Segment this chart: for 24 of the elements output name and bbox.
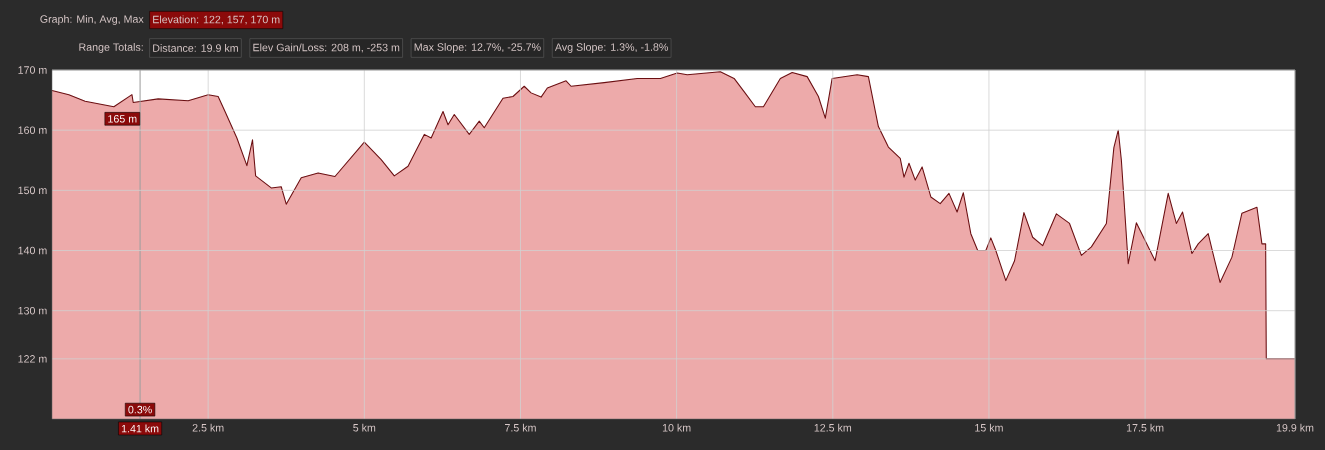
- y-tick-label: 130 m: [18, 306, 47, 315]
- text: Graph: Min, Avg, Max: [40, 15, 144, 25]
- y-tick-label: 160 m: [18, 126, 47, 134]
- annotation: 165 m: [108, 115, 137, 123]
- text: Range Totals:: [79, 43, 143, 53]
- text: Elevation: 122, 157, 170 m: [153, 15, 280, 25]
- x-tick-label: 10 km: [662, 423, 691, 432]
- x-tick-label: 17.5 km: [1126, 423, 1164, 432]
- x-tick-label: 5 km: [353, 423, 376, 432]
- x-tick-label: 19.9 km: [1276, 423, 1314, 432]
- y-tick-label: 170 m: [18, 66, 47, 74]
- text: Distance: 19.9 km: [153, 44, 238, 52]
- x-tick-label: 15 km: [975, 423, 1003, 432]
- text: Avg Slope: 1.3%, -1.8%: [554, 43, 668, 53]
- annotation: 0.3%: [128, 405, 152, 414]
- y-tick-label: 140 m: [18, 246, 47, 255]
- text: Elev Gain/Loss: 208 m, -253 m: [253, 43, 400, 53]
- x-tick-label: 12.5 km: [814, 423, 852, 432]
- text: Max Slope: 12.7%, -25.7%: [414, 43, 541, 53]
- x-tick-label: 7.5 km: [505, 423, 536, 432]
- ref-line-label: 1.41 km: [121, 424, 159, 433]
- x-tick-label: 2.5 km: [192, 423, 224, 432]
- y-tick-label: 150 m: [18, 186, 47, 195]
- y-tick-label: 122 m: [18, 355, 47, 363]
